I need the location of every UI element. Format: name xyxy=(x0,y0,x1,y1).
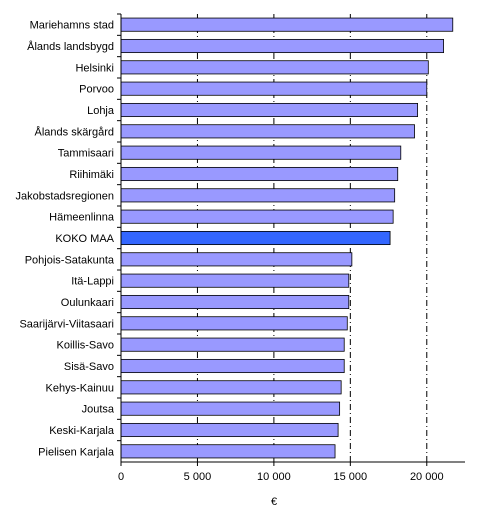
bar-5 xyxy=(120,124,415,139)
bar-20 xyxy=(120,444,336,459)
category-label-12: Itä-Lappi xyxy=(71,276,114,288)
bar-7 xyxy=(120,166,399,182)
bar-0 xyxy=(120,17,454,32)
bar-series xyxy=(120,17,454,459)
category-label-9: Hämeenlinna xyxy=(49,212,115,224)
category-label-15: Koillis-Savo xyxy=(57,340,114,352)
bar-15 xyxy=(120,337,345,352)
x-axis: 0 5 000 10 000 15 000 20 000 xyxy=(118,14,465,483)
category-label-4: Lohja xyxy=(87,105,115,117)
category-labels: Mariehamns stad Ålands landsbygd Helsinki P… xyxy=(16,13,121,458)
x-tick-label-0: 0 xyxy=(118,471,124,483)
category-label-8: Jakobstadsregionen xyxy=(16,190,114,202)
category-label-20: Pielisen Karjala xyxy=(38,446,115,458)
category-label-1: Ålands landsbygd xyxy=(27,40,114,53)
category-label-19: Keski-Karjala xyxy=(49,425,115,437)
bar-2 xyxy=(120,60,429,75)
bar-14 xyxy=(120,316,348,331)
bar-12 xyxy=(120,273,350,288)
category-label-6: Tammisaari xyxy=(58,148,114,160)
x-tick-label-4: 20 000 xyxy=(410,471,444,483)
category-label-11: Pohjois-Satakunta xyxy=(25,254,115,266)
bar-1 xyxy=(120,38,444,54)
category-label-16: Sisä-Savo xyxy=(64,361,114,373)
bar-11 xyxy=(120,252,353,267)
category-label-18: Joutsa xyxy=(82,404,115,416)
category-label-0: Mariehamns stad xyxy=(30,20,114,32)
bar-10 xyxy=(120,230,391,246)
category-label-7: Riihimäki xyxy=(69,169,114,181)
bar-16 xyxy=(120,358,345,374)
bar-8 xyxy=(120,188,396,203)
bar-9 xyxy=(120,209,394,224)
category-label-5: Ålands skärgård xyxy=(35,125,115,138)
bar-6 xyxy=(120,145,402,160)
bar-3 xyxy=(120,81,428,96)
x-tick-label-1: 5 000 xyxy=(184,471,212,483)
category-label-13: Oulunkaari xyxy=(61,297,114,309)
category-label-3: Porvoo xyxy=(79,84,114,96)
bar-17 xyxy=(120,380,342,395)
x-tick-label-2: 10 000 xyxy=(257,471,291,483)
bar-4 xyxy=(120,102,419,118)
category-label-17: Kehys-Kainuu xyxy=(46,382,115,394)
bar-13 xyxy=(120,294,350,310)
bar-19 xyxy=(120,422,339,438)
x-tick-label-3: 15 000 xyxy=(334,471,368,483)
category-label-10: KOKO MAA xyxy=(55,233,114,245)
x-axis-title: € xyxy=(271,496,277,508)
bar-18 xyxy=(120,401,341,416)
category-label-14: Saarijärvi-Viitasaari xyxy=(19,318,114,330)
category-label-2: Helsinki xyxy=(75,62,114,74)
